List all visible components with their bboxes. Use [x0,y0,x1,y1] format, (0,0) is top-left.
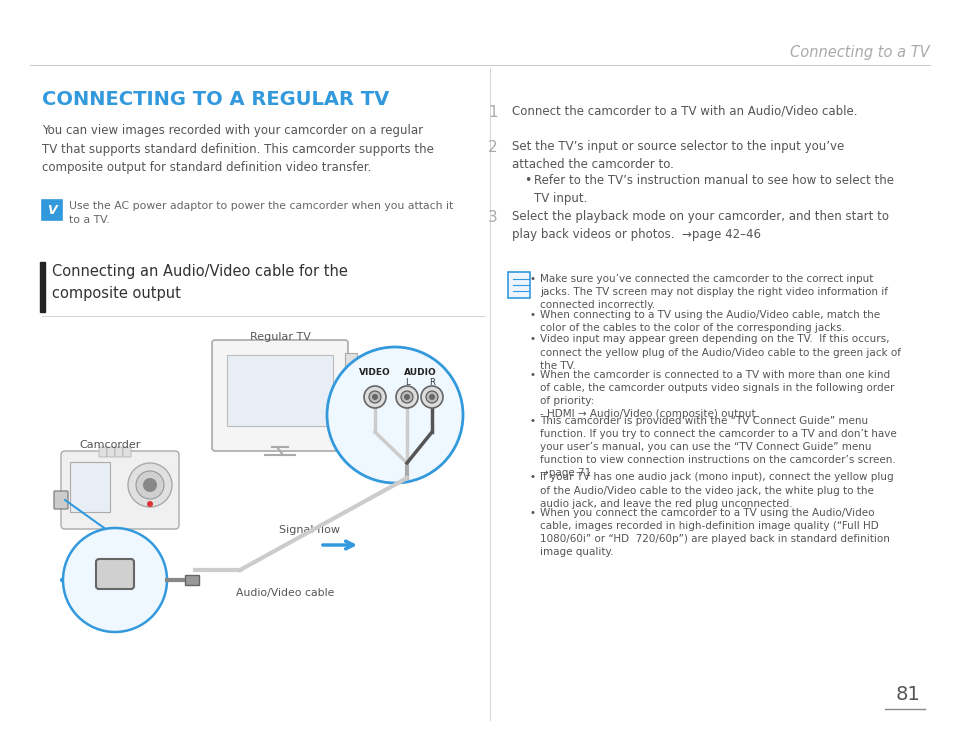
FancyBboxPatch shape [61,451,179,529]
Bar [70,462,110,512]
Text: Audio/Video cable: Audio/Video cable [235,588,334,598]
Text: •: • [530,508,536,518]
Text: •: • [530,274,536,284]
Bar [227,355,333,426]
Text: Use the AC power adaptor to power the camcorder when you attach it
to a TV.: Use the AC power adaptor to power the ca… [69,201,453,225]
Circle shape [400,391,413,403]
Text: Regular TV: Regular TV [250,332,310,342]
Text: •: • [530,416,536,426]
Circle shape [147,501,152,507]
Circle shape [143,478,157,492]
Text: This camcorder is provided with the “TV Connect Guide” menu
function. If you try: This camcorder is provided with the “TV … [539,416,896,478]
FancyBboxPatch shape [107,447,115,457]
Text: Select the playback mode on your camcorder, and then start to
play back videos o: Select the playback mode on your camcord… [512,210,888,241]
FancyBboxPatch shape [54,491,68,509]
Text: Connecting an Audio/Video cable for the
composite output: Connecting an Audio/Video cable for the … [52,264,348,301]
Circle shape [420,386,442,408]
Text: Signal flow: Signal flow [279,525,340,535]
Text: L: L [404,378,409,387]
Text: •: • [530,310,536,320]
Circle shape [136,471,164,499]
Text: CONNECTING TO A REGULAR TV: CONNECTING TO A REGULAR TV [42,90,389,109]
Text: 3: 3 [488,210,497,225]
Circle shape [395,386,417,408]
Text: When connecting to a TV using the Audio/Video cable, match the
color of the cabl: When connecting to a TV using the Audio/… [539,310,880,333]
Text: V: V [47,204,57,217]
Circle shape [429,394,435,400]
Text: Make sure you’ve connected the camcorder to the correct input
jacks. The TV scre: Make sure you’ve connected the camcorder… [539,274,887,310]
FancyBboxPatch shape [42,200,62,220]
FancyBboxPatch shape [507,272,530,298]
Circle shape [372,394,377,400]
Bar [345,353,356,438]
Circle shape [364,386,386,408]
Text: 1: 1 [488,105,497,120]
Text: Video input may appear green depending on the TV.  If this occurs,
connect the y: Video input may appear green depending o… [539,334,900,371]
Text: If your TV has one audio jack (mono input), connect the yellow plug
of the Audio: If your TV has one audio jack (mono inpu… [539,472,893,509]
Text: When the camcorder is connected to a TV with more than one kind
of cable, the ca: When the camcorder is connected to a TV … [539,370,893,419]
FancyBboxPatch shape [212,340,348,451]
Circle shape [128,463,172,507]
Text: •: • [523,174,531,187]
Circle shape [63,528,167,632]
Bar [185,575,199,585]
Text: 81: 81 [894,685,919,704]
Text: •: • [530,472,536,483]
Text: When you connect the camcorder to a TV using the Audio/Video
cable, images recor: When you connect the camcorder to a TV u… [539,508,889,557]
Circle shape [369,391,380,403]
Circle shape [403,394,410,400]
Text: •: • [530,370,536,380]
Text: R: R [429,378,435,387]
Text: AUDIO: AUDIO [403,368,436,377]
Text: 2: 2 [488,140,497,155]
Text: Refer to the TV’s instruction manual to see how to select the
TV input.: Refer to the TV’s instruction manual to … [534,174,893,205]
Text: Connect the camcorder to a TV with an Audio/Video cable.: Connect the camcorder to a TV with an Au… [512,105,857,118]
Text: VIDEO: VIDEO [358,368,391,377]
Bar [40,262,45,312]
Text: •: • [530,334,536,345]
Circle shape [327,347,462,483]
Text: You can view images recorded with your camcorder on a regular
TV that supports s: You can view images recorded with your c… [42,124,434,174]
Text: Camcorder: Camcorder [79,440,140,450]
FancyBboxPatch shape [96,559,133,589]
FancyBboxPatch shape [123,447,131,457]
FancyBboxPatch shape [115,447,123,457]
FancyBboxPatch shape [99,447,107,457]
Text: Set the TV’s input or source selector to the input you’ve
attached the camcorder: Set the TV’s input or source selector to… [512,140,843,171]
Circle shape [426,391,437,403]
Text: Connecting to a TV: Connecting to a TV [789,45,929,60]
